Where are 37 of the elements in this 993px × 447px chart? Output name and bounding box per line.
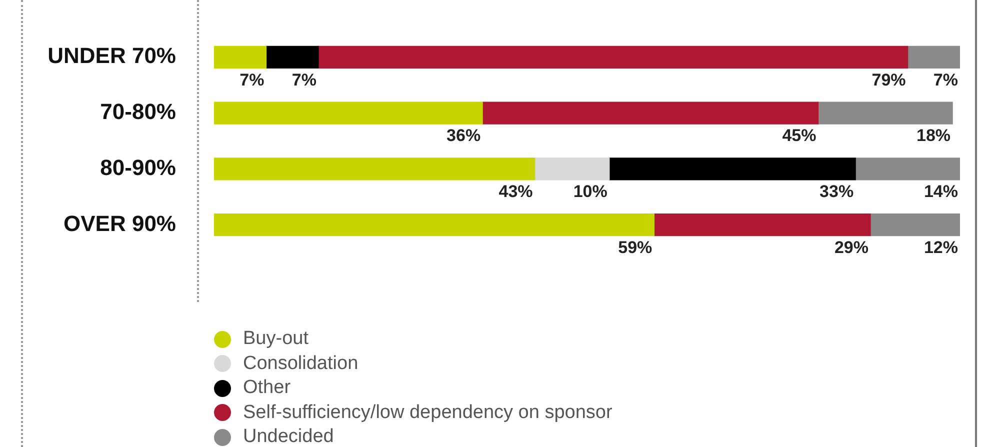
bar	[609, 158, 856, 180]
bar	[818, 102, 953, 124]
y-tick-label: 70-80%	[100, 99, 176, 124]
bar	[654, 214, 871, 236]
bar	[855, 158, 960, 180]
data-label: 7%	[933, 70, 958, 90]
bar	[870, 214, 960, 236]
bar	[534, 158, 610, 180]
y-tick-label: UNDER 70%	[48, 43, 176, 68]
bar	[214, 158, 536, 180]
data-label: 18%	[916, 126, 951, 146]
bar	[214, 46, 267, 68]
data-label: 14%	[924, 182, 958, 202]
data-label: 7%	[292, 70, 316, 90]
bar	[907, 46, 960, 68]
bar	[482, 102, 819, 124]
legend-label: Self-sufficiency/low dependency on sponsor	[243, 400, 612, 424]
legend-label: Consolidation	[243, 352, 358, 376]
bar	[214, 214, 654, 236]
bar	[214, 102, 483, 124]
data-label: 33%	[820, 182, 854, 202]
data-label: 36%	[446, 126, 481, 146]
data-label: 12%	[924, 238, 958, 258]
y-tick-label: 80-90%	[100, 155, 176, 180]
data-label: 10%	[573, 182, 608, 202]
data-label: 59%	[618, 238, 652, 258]
data-label: 43%	[498, 182, 533, 202]
legend-label: Buy-out	[243, 327, 308, 351]
legend-label: Undecided	[243, 425, 334, 447]
legend-label: Other	[243, 376, 291, 400]
data-label: 7%	[240, 70, 264, 90]
data-label: 45%	[782, 126, 816, 146]
bar	[318, 46, 908, 68]
bar	[266, 46, 319, 68]
y-tick-label: OVER 90%	[64, 210, 176, 236]
data-label: 79%	[872, 70, 906, 90]
data-label: 29%	[834, 238, 868, 258]
